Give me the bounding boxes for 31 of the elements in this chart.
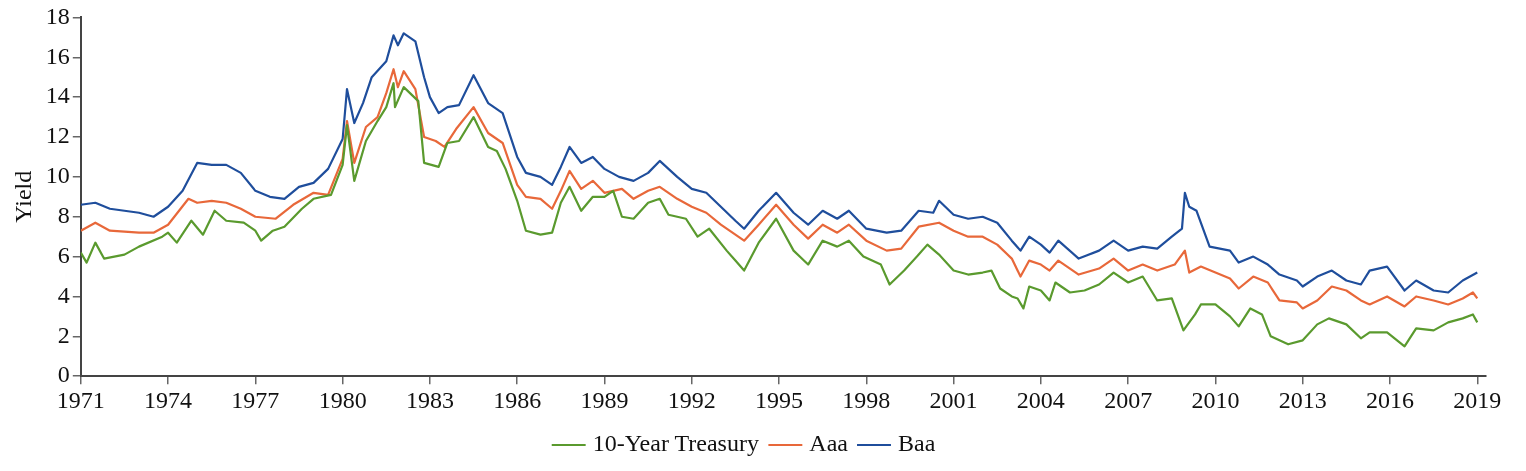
x-tick-label: 1992 xyxy=(667,386,716,413)
y-axis-title: Yield xyxy=(9,170,36,223)
x-tick-label: 2007 xyxy=(1104,386,1153,413)
x-tick-label: 1986 xyxy=(493,386,542,413)
legend-label: 10-Year Treasury xyxy=(592,430,759,457)
x-tick-label: 1983 xyxy=(405,386,454,413)
legend-label: Aaa xyxy=(809,430,849,457)
y-tick-label: 8 xyxy=(57,202,70,229)
x-tick-label: 1995 xyxy=(755,386,804,413)
y-tick-label: 12 xyxy=(45,122,70,149)
x-tick-label: 2010 xyxy=(1191,386,1240,413)
y-tick-label: 16 xyxy=(45,42,70,69)
y-tick-label: 14 xyxy=(45,82,70,109)
x-tick-label: 2013 xyxy=(1278,386,1327,413)
x-tick-label: 2019 xyxy=(1453,386,1502,413)
x-tick-label: 1989 xyxy=(580,386,629,413)
y-tick-label: 4 xyxy=(57,281,70,308)
y-tick-label: 0 xyxy=(57,361,70,388)
x-tick-label: 1980 xyxy=(318,386,367,413)
x-tick-label: 1971 xyxy=(56,386,105,413)
y-tick-label: 6 xyxy=(57,241,70,268)
y-tick-label: 18 xyxy=(45,2,70,29)
x-tick-label: 1998 xyxy=(842,386,891,413)
x-tick-label: 2004 xyxy=(1016,386,1065,413)
y-tick-label: 2 xyxy=(57,321,70,348)
legend-label: Baa xyxy=(897,430,936,457)
x-tick-label: 1974 xyxy=(144,386,193,413)
x-tick-label: 2001 xyxy=(929,386,978,413)
x-tick-label: 1977 xyxy=(231,386,280,413)
x-tick-label: 2016 xyxy=(1365,386,1414,413)
y-tick-label: 10 xyxy=(45,162,70,189)
